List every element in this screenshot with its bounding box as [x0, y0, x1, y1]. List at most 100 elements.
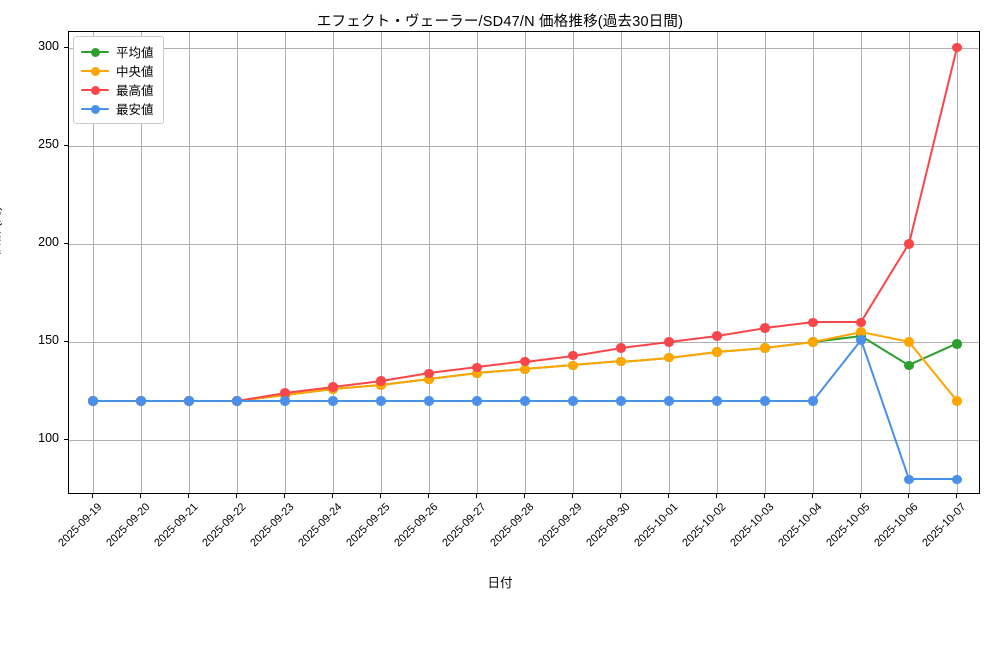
y-tick-mark	[64, 340, 68, 342]
data-point	[952, 339, 962, 349]
y-gridline	[69, 47, 979, 49]
data-point	[88, 396, 98, 406]
data-point	[616, 356, 626, 367]
data-point	[904, 474, 914, 485]
x-gridline	[141, 32, 142, 493]
x-gridline	[525, 32, 526, 493]
x-tick-mark	[572, 494, 573, 498]
legend-item-2[interactable]: 中央値	[81, 61, 154, 80]
series-line-segment	[668, 335, 718, 344]
legend-item-1[interactable]: 平均値	[81, 42, 154, 61]
data-point	[424, 396, 434, 406]
data-point	[184, 396, 194, 406]
data-point	[424, 374, 434, 384]
series-line-segment	[476, 360, 526, 369]
data-point	[760, 396, 770, 406]
series-line-segment	[716, 346, 766, 353]
x-tick-mark	[860, 494, 861, 498]
x-tick-mark	[140, 494, 141, 498]
series-line-segment	[764, 340, 814, 349]
data-point	[520, 364, 530, 375]
data-point	[712, 396, 722, 406]
data-point	[904, 239, 914, 249]
series-line-segment	[524, 354, 574, 363]
data-point	[424, 368, 434, 379]
series-line-segment	[716, 327, 766, 338]
data-point	[808, 317, 818, 328]
y-tick-label: 200	[38, 234, 59, 249]
data-point	[808, 337, 818, 347]
x-tick-mark	[620, 494, 621, 498]
series-line-segment	[237, 399, 285, 402]
chart-legend: 平均値中央値 最高値 最安値	[73, 36, 164, 124]
data-point	[616, 396, 626, 406]
series-line-segment	[573, 399, 621, 402]
legend-swatch-icon	[81, 46, 109, 58]
data-point	[472, 362, 482, 373]
x-tick-mark	[332, 494, 333, 498]
page-title: エフェクト・ヴェーラー/SD47/N 価格推移(過去30日間)	[316, 14, 684, 30]
legend-swatch-icon	[81, 103, 109, 115]
data-point	[616, 343, 626, 353]
y-tick-mark	[64, 242, 68, 244]
data-point	[376, 396, 386, 406]
y-tick-mark	[64, 144, 68, 146]
data-point	[280, 388, 290, 398]
data-point	[952, 42, 962, 53]
price-history-chart-figure: エフェクト・ヴェーラー/SD47/N 価格推移(過去30日間) 価格 (円) 日…	[0, 14, 980, 590]
x-gridline	[93, 32, 94, 493]
data-point	[568, 360, 578, 371]
legend-item-label: 中央値	[116, 65, 154, 79]
y-tick-label: 250	[38, 136, 59, 151]
x-gridline	[477, 32, 478, 493]
series-line-segment	[908, 341, 958, 402]
data-point	[712, 331, 722, 341]
legend-marker-dot	[91, 66, 100, 76]
x-gridline	[669, 32, 670, 493]
x-tick-mark	[188, 494, 189, 498]
data-point	[232, 396, 242, 406]
legend-marker-dot	[91, 85, 100, 95]
data-point	[856, 327, 866, 337]
series-line-segment	[812, 339, 862, 402]
x-tick-mark	[812, 494, 813, 498]
x-gridline	[861, 32, 862, 493]
series-line-segment	[860, 243, 910, 323]
series-line-segment	[333, 399, 381, 402]
data-point	[952, 396, 962, 406]
series-line-segment	[621, 399, 669, 402]
x-tick-mark	[428, 494, 429, 498]
x-axis-label: 日付	[487, 576, 513, 590]
series-line-segment	[477, 399, 525, 402]
series-line-segment	[428, 372, 478, 381]
data-point	[568, 350, 578, 361]
y-tick-label: 100	[38, 431, 59, 446]
legend-item-3[interactable]: 最高値	[81, 80, 154, 99]
x-tick-mark	[956, 494, 957, 498]
y-gridline	[69, 341, 979, 343]
x-gridline	[237, 32, 238, 493]
data-point	[568, 396, 578, 406]
data-point	[520, 396, 530, 406]
data-point	[664, 352, 674, 363]
series-line-segment	[907, 47, 959, 245]
data-point	[136, 396, 146, 406]
y-tick-label: 150	[38, 332, 59, 347]
y-tick-mark	[64, 46, 68, 48]
data-point	[760, 323, 770, 333]
legend-item-4[interactable]: 最安値	[81, 99, 154, 118]
x-gridline	[573, 32, 574, 493]
x-gridline	[957, 32, 958, 493]
series-line-segment	[572, 360, 622, 367]
series-line-segment	[476, 368, 526, 375]
series-line-segment	[908, 342, 958, 367]
series-line-segment	[764, 321, 814, 330]
legend-marker-dot	[91, 104, 100, 114]
x-gridline	[381, 32, 382, 493]
x-gridline	[189, 32, 190, 493]
series-line-segment	[381, 399, 429, 402]
data-point	[904, 360, 914, 371]
x-tick-mark	[668, 494, 669, 498]
x-gridline	[429, 32, 430, 493]
data-point	[664, 396, 674, 406]
